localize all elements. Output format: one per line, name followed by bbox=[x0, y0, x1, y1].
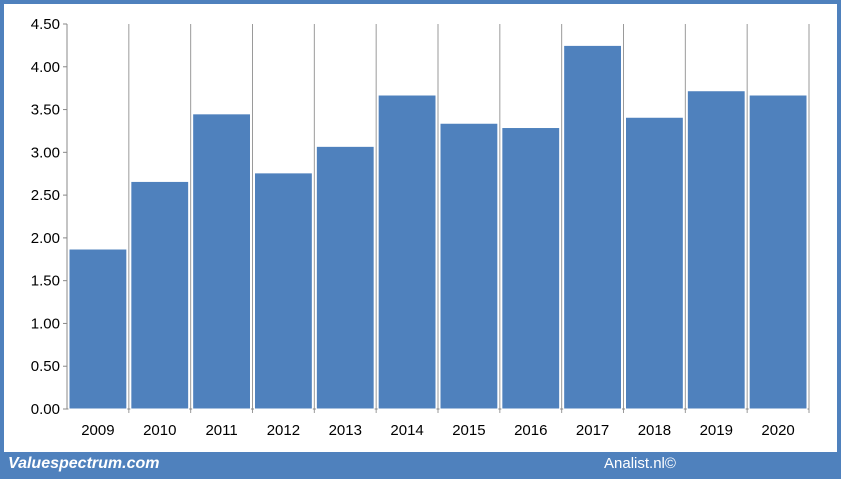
x-tick-label: 2009 bbox=[81, 422, 114, 439]
x-tick-label: 2013 bbox=[329, 422, 362, 439]
x-tick-label: 2012 bbox=[267, 422, 300, 439]
x-tick-label: 2011 bbox=[205, 422, 237, 439]
bar-2016 bbox=[501, 127, 561, 410]
x-tick-label: 2015 bbox=[452, 422, 485, 439]
y-tick-label: 0.50 bbox=[31, 358, 60, 375]
bar-2018 bbox=[625, 116, 684, 410]
y-tick-label: 4.50 bbox=[31, 16, 60, 33]
bar-2015 bbox=[439, 122, 499, 410]
y-tick-label: 2.00 bbox=[31, 230, 60, 247]
x-tick-label: 2018 bbox=[638, 422, 671, 439]
bar-2012 bbox=[254, 172, 313, 410]
bar-2014 bbox=[377, 94, 437, 410]
footer-credit-analist: Analist.nl© bbox=[604, 455, 676, 472]
x-tick-label: 2020 bbox=[761, 422, 794, 439]
x-tick-label: 2016 bbox=[514, 422, 547, 439]
y-tick-label: 1.00 bbox=[31, 315, 60, 332]
y-tick-label: 2.50 bbox=[31, 187, 60, 204]
x-tick-label: 2014 bbox=[390, 422, 423, 439]
y-tick-label: 3.50 bbox=[31, 102, 60, 119]
bar-2019 bbox=[686, 90, 746, 410]
y-tick-label: 0.00 bbox=[31, 401, 60, 418]
chart-frame: 0.00 0.50 1.00 1.50 2.00 2.50 3.00 3.50 4.00 4.50… bbox=[4, 4, 837, 452]
bar-2009 bbox=[68, 248, 128, 410]
x-tick-label: 2017 bbox=[576, 422, 609, 439]
y-tick-label: 4.00 bbox=[31, 59, 60, 76]
y-tick-label: 3.00 bbox=[31, 144, 60, 161]
bar-2020 bbox=[748, 94, 808, 410]
x-tick-label: 2019 bbox=[700, 422, 733, 439]
bar-2011 bbox=[192, 113, 252, 410]
bar-2013 bbox=[315, 145, 375, 410]
footer-watermark-valuespectrum: Valuespectrum.com bbox=[8, 455, 160, 472]
bar-chart: 0.00 0.50 1.00 1.50 2.00 2.50 3.00 3.50 4.00 4.50… bbox=[31, 16, 810, 439]
y-tick-label: 1.50 bbox=[31, 273, 60, 290]
bar-2017 bbox=[563, 44, 623, 410]
x-tick-label: 2010 bbox=[143, 422, 176, 439]
bar-2010 bbox=[130, 180, 190, 410]
